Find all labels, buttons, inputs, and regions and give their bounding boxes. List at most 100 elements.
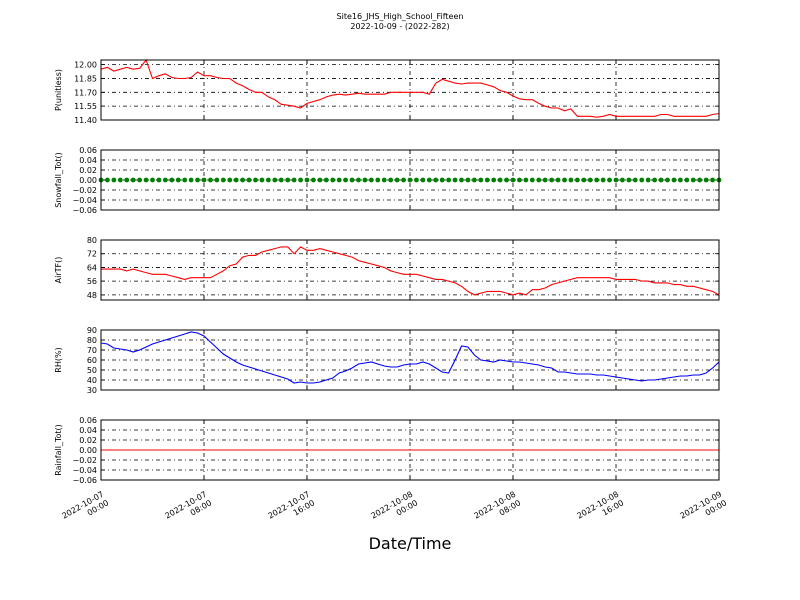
chart-panel-5: −0.06−0.04−0.020.000.020.040.06 Rainfall_… [54, 416, 720, 485]
data-point [504, 177, 509, 183]
series-line [100, 331, 720, 384]
data-point [517, 177, 522, 183]
data-point [452, 177, 458, 183]
y-tick-label: 80 [87, 336, 97, 345]
data-point [362, 177, 368, 183]
y-tick-label: 0.02 [79, 436, 97, 445]
data-point [195, 177, 200, 183]
data-point [465, 177, 471, 183]
y-tick-label: 11.70 [74, 88, 97, 97]
data-point [175, 177, 181, 183]
x-axis-label: Date/Time [368, 534, 452, 553]
series-line [100, 58, 720, 118]
y-tick-label: 0.06 [79, 146, 97, 155]
axes-frame [100, 419, 720, 481]
data-point [568, 177, 574, 183]
data-point [130, 177, 136, 183]
data-point [317, 177, 323, 183]
data-point [394, 177, 400, 183]
data-point [111, 177, 117, 183]
data-point [652, 177, 658, 183]
data-point [645, 177, 651, 183]
data-point [240, 177, 246, 183]
chart-panel-3: 48 56 64 72 80 AirTF() [54, 236, 720, 301]
y-tick-label: 11.40 [74, 116, 97, 125]
y-tick-label: 11.55 [74, 102, 97, 111]
y-axis-label: AirTF() [54, 257, 63, 284]
y-tick-label: 0.04 [79, 156, 97, 165]
axes-frame [100, 239, 720, 301]
data-point [529, 177, 535, 183]
data-point [665, 177, 670, 183]
y-tick-label: 56 [87, 277, 97, 286]
axes-frame [100, 329, 720, 391]
y-axis-label: Snowfall_Tot() [54, 152, 63, 208]
data-point [285, 177, 291, 183]
chart-panel-1: 11.40 11.55 11.70 11.85 12.00 P(unitless) [54, 58, 720, 125]
data-point [626, 177, 632, 183]
y-axis-label: P(unitless) [54, 69, 63, 111]
chart-subtitle: 2022-10-09 - (2022-282) [350, 22, 450, 31]
data-point [311, 177, 316, 183]
data-point [632, 177, 638, 183]
y-tick-label: 64 [87, 263, 97, 272]
data-point [233, 177, 239, 183]
y-tick-label: 12.00 [74, 61, 97, 70]
data-point [150, 177, 155, 183]
y-tick-label: −0.02 [72, 456, 97, 465]
data-point [587, 177, 593, 183]
data-point [401, 177, 406, 183]
data-point [446, 177, 452, 183]
data-point [388, 177, 394, 183]
data-point [246, 177, 252, 183]
data-point [439, 177, 445, 183]
data-point [124, 177, 130, 183]
y-tick-label: 0.06 [79, 416, 97, 425]
y-axis-label: RH(%) [54, 347, 63, 372]
y-tick-label: 30 [87, 386, 97, 395]
data-point [323, 177, 329, 183]
data-point [214, 177, 220, 183]
data-point [188, 177, 194, 183]
data-point [671, 177, 677, 183]
data-point [291, 177, 297, 183]
y-tick-label: 90 [87, 326, 97, 335]
y-tick-label: 60 [87, 356, 97, 365]
data-point [105, 177, 110, 183]
y-tick-label: 0.00 [79, 446, 97, 455]
y-tick-label: 0.00 [79, 176, 97, 185]
data-point [710, 177, 715, 183]
data-point [336, 177, 342, 183]
data-point [208, 177, 213, 183]
y-tick-label: 0.04 [79, 426, 97, 435]
data-point [169, 177, 175, 183]
y-tick-label: 48 [87, 291, 97, 300]
y-tick-label: −0.06 [72, 206, 97, 215]
data-point [330, 177, 336, 183]
data-point [117, 177, 123, 183]
data-point [375, 177, 381, 183]
data-point [143, 177, 149, 183]
data-point [201, 177, 207, 183]
data-point [343, 177, 349, 183]
data-point [137, 177, 143, 183]
data-point [594, 177, 600, 183]
data-point [677, 177, 683, 183]
data-point [562, 177, 567, 183]
data-point [478, 177, 484, 183]
data-point [639, 177, 645, 183]
y-tick-label: −0.06 [72, 476, 97, 485]
chart-panel-2: −0.06−0.04−0.020.000.020.040.06 Snowfall_… [54, 146, 722, 215]
y-tick-label: −0.02 [72, 186, 97, 195]
y-tick-label: 80 [87, 236, 97, 245]
data-point [471, 177, 477, 183]
data-point [684, 177, 690, 183]
data-point [426, 177, 432, 183]
